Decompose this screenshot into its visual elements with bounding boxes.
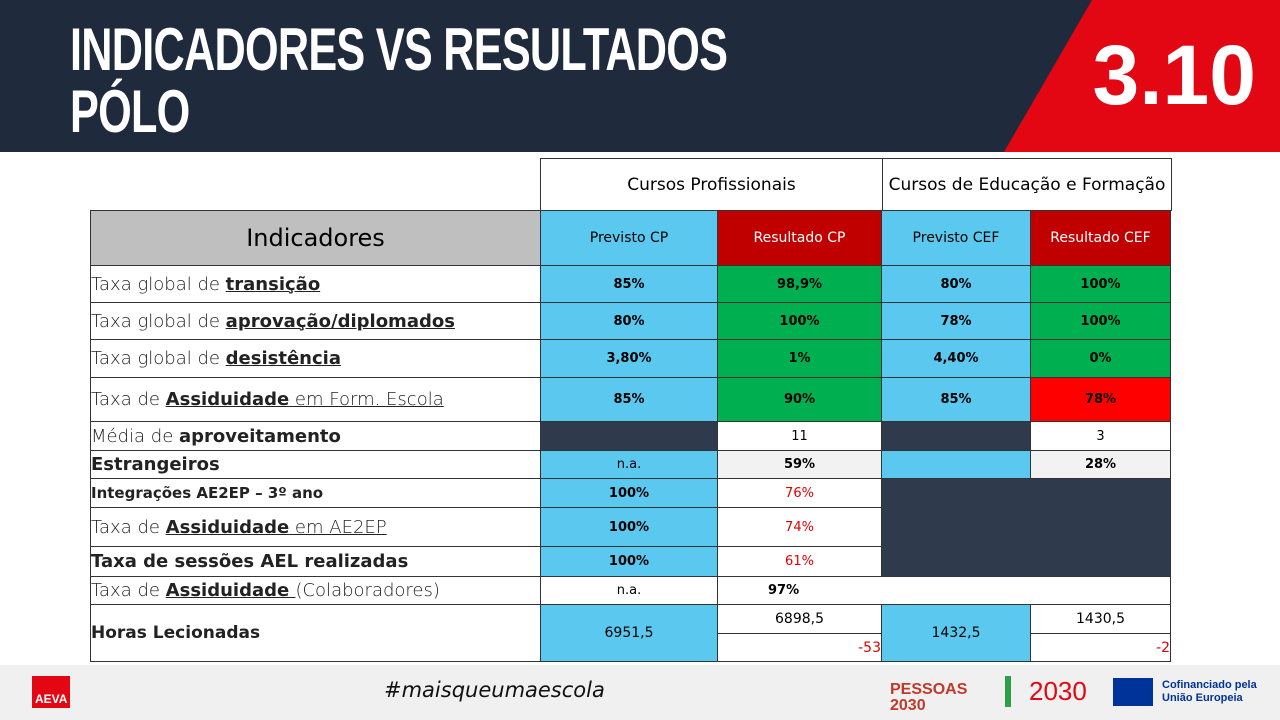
label-key: Assiduidade bbox=[165, 516, 290, 538]
cell: 76% bbox=[717, 478, 882, 508]
label-key: Estrangeiros bbox=[91, 454, 220, 475]
red-shape bbox=[1004, 0, 1280, 152]
cell: 100% bbox=[1030, 302, 1171, 340]
eu-flag bbox=[1113, 678, 1153, 706]
group-header: Cursos de Educação e Formação bbox=[882, 158, 1172, 211]
indicator-table: Indicadores Previsto CP Resultado CP Pre… bbox=[90, 210, 1171, 662]
row-label: Horas Lecionadas bbox=[90, 604, 541, 662]
label-text: Taxa de bbox=[91, 516, 166, 538]
cell: 85% bbox=[540, 377, 718, 422]
group-header-table: Cursos Profissionais Cursos de Educação … bbox=[540, 158, 1172, 211]
row-label: Taxa global de transição bbox=[90, 265, 541, 303]
empty-cell bbox=[881, 450, 1031, 479]
empty-cell bbox=[540, 421, 718, 451]
cell: 78% bbox=[881, 302, 1031, 340]
label-text: em Form. Escola bbox=[289, 389, 444, 410]
cell: 80% bbox=[881, 265, 1031, 303]
row-label: Taxa de Assiduidade em AE2EP bbox=[90, 507, 541, 547]
label-text: Média de bbox=[91, 425, 180, 447]
column-header: Previsto CEF bbox=[881, 210, 1031, 266]
column-header: Resultado CEF bbox=[1030, 210, 1171, 266]
label-key: Horas Lecionadas bbox=[91, 623, 261, 643]
label-key: transição bbox=[225, 273, 321, 295]
cell: 3,80% bbox=[540, 339, 718, 378]
cell: 100% bbox=[540, 478, 718, 508]
cell: n.a. bbox=[540, 576, 718, 605]
cell: 100% bbox=[717, 302, 882, 340]
header-band: INDICADORES VS RESULTADOS PÓLO 3.10 bbox=[0, 0, 1280, 152]
cell: 1432,5 bbox=[881, 604, 1031, 662]
pessoas-logo: PESSOAS 2030 bbox=[890, 681, 968, 714]
cell: 100% bbox=[1030, 265, 1171, 303]
label-key: Assiduidade bbox=[165, 580, 296, 601]
cell: 61% bbox=[717, 546, 882, 577]
label-text: em AE2EP bbox=[289, 516, 387, 538]
column-header: Resultado CP bbox=[717, 210, 882, 266]
cell: -2 bbox=[1030, 633, 1171, 662]
cell: 85% bbox=[540, 265, 718, 303]
section-number: 3.10 bbox=[1092, 28, 1257, 122]
cell: 85% bbox=[881, 377, 1031, 422]
row-label: Média de aproveitamento bbox=[90, 421, 541, 451]
row-label: Taxa global de aprovação/diplomados bbox=[90, 302, 541, 340]
label-key: aproveitamento bbox=[179, 425, 341, 447]
label-text: Taxa global de bbox=[91, 273, 226, 295]
label-key: aprovação/diplomados bbox=[225, 310, 455, 332]
cell: 3 bbox=[1030, 421, 1171, 451]
row-label: Taxa de Assiduidade em Form. Escola bbox=[90, 377, 541, 422]
hashtag: #maisqueumaescola bbox=[384, 678, 605, 702]
cell: 1% bbox=[717, 339, 882, 378]
footer bbox=[0, 665, 1280, 720]
cell: 90% bbox=[717, 377, 882, 422]
cell: 100% bbox=[540, 546, 718, 577]
row-label: Taxa de sessões AEL realizadas bbox=[90, 546, 541, 577]
row-label: Estrangeiros bbox=[90, 450, 541, 479]
cell: n.a. bbox=[540, 450, 718, 479]
label-text: Taxa de bbox=[91, 389, 166, 410]
cell: 59% bbox=[717, 450, 882, 479]
label-text: Taxa de bbox=[91, 580, 166, 601]
title-line: PÓLO bbox=[70, 78, 190, 145]
school-logo: AEVA bbox=[32, 676, 71, 708]
cell: 80% bbox=[540, 302, 718, 340]
label-text: Taxa global de bbox=[91, 348, 226, 369]
cell: 6951,5 bbox=[540, 604, 718, 662]
title-line: INDICADORES VS RESULTADOS bbox=[70, 16, 728, 83]
column-header: Previsto CP bbox=[540, 210, 718, 266]
row-label: Integrações AE2EP – 3º ano bbox=[90, 478, 541, 508]
label-key: Integrações AE2EP – 3º ano bbox=[91, 484, 324, 502]
cell: 0% bbox=[1030, 339, 1171, 378]
empty-cell bbox=[881, 478, 1171, 577]
label-key: desistência bbox=[225, 348, 341, 369]
cell: 98,9% bbox=[717, 265, 882, 303]
cell: 28% bbox=[1030, 450, 1171, 479]
cell: 6898,5 bbox=[717, 604, 882, 634]
column-header: Indicadores bbox=[90, 210, 541, 266]
cell: 4,40% bbox=[881, 339, 1031, 378]
label-key: Taxa de sessões AEL realizadas bbox=[91, 551, 409, 572]
cell: 97% bbox=[717, 576, 1171, 605]
cell: 74% bbox=[717, 507, 882, 547]
portugal-logo: 2030 bbox=[1005, 676, 1087, 707]
eu-logo: Cofinanciado pela União Europeia bbox=[1162, 679, 1257, 704]
label-text: Taxa global de bbox=[91, 310, 226, 332]
empty-cell bbox=[881, 421, 1031, 451]
cell: 1430,5 bbox=[1030, 604, 1171, 634]
cell: 11 bbox=[717, 421, 882, 451]
label-key: Assiduidade bbox=[165, 389, 290, 410]
row-label: Taxa de Assiduidade (Colaboradores) bbox=[90, 576, 541, 605]
label-text: (Colaboradores) bbox=[295, 580, 440, 601]
cell: 78% bbox=[1030, 377, 1171, 422]
cell: 100% bbox=[540, 507, 718, 547]
row-label: Taxa global de desistência bbox=[90, 339, 541, 378]
group-header: Cursos Profissionais bbox=[540, 158, 883, 211]
cell: -53 bbox=[717, 633, 882, 662]
